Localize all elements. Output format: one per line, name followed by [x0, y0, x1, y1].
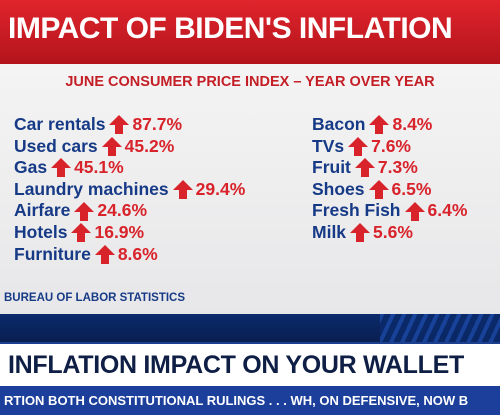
- item-label: Car rentals: [14, 114, 106, 134]
- item-value: 6.5%: [391, 178, 432, 199]
- item-value: 87.7%: [132, 114, 183, 134]
- up-arrow-icon: [348, 136, 369, 156]
- up-arrow-icon: [94, 244, 115, 264]
- list-item: Hotels 16.9%: [14, 222, 245, 244]
- item-value: 45.1%: [74, 157, 124, 178]
- up-arrow-icon: [74, 201, 95, 221]
- list-item: Car rentals 87.7%: [14, 114, 245, 136]
- list-item: Milk 5.6%: [312, 222, 467, 244]
- item-value: 8.4%: [392, 114, 433, 134]
- list-item: Gas 45.1%: [14, 157, 245, 179]
- divider-band: [0, 314, 500, 342]
- item-value: 29.4%: [195, 178, 246, 199]
- list-item: Airfare 24.6%: [14, 200, 245, 222]
- list-item: Shoes 6.5%: [312, 179, 467, 201]
- item-value: 16.9%: [94, 221, 145, 242]
- source-credit: BUREAU OF LABOR STATISTICS: [4, 292, 186, 304]
- headline-title: IMPACT OF BIDEN'S INFLATION: [8, 12, 453, 45]
- item-label: Airfare: [14, 200, 71, 221]
- up-arrow-icon: [368, 180, 389, 200]
- ticker-text: RTION BOTH CONSTITUTIONAL RULINGS . . . …: [4, 393, 469, 408]
- item-label: Hotels: [14, 221, 68, 242]
- item-label: Furniture: [14, 243, 91, 264]
- lower-third-headline: INFLATION IMPACT ON YOUR WALLET: [8, 351, 464, 379]
- decorative-stripes: [380, 314, 500, 342]
- list-item: Laundry machines 29.4%: [14, 179, 245, 201]
- list-item: Furniture 8.6%: [14, 244, 245, 266]
- news-ticker: RTION BOTH CONSTITUTIONAL RULINGS . . . …: [0, 386, 500, 415]
- item-value: 5.6%: [373, 221, 413, 242]
- item-value: 7.3%: [377, 157, 418, 178]
- up-arrow-icon: [51, 158, 72, 178]
- up-arrow-icon: [369, 115, 390, 135]
- item-label: Shoes: [312, 178, 365, 199]
- item-label: TVs: [312, 135, 345, 156]
- item-label: Gas: [14, 157, 48, 178]
- list-item: Used cars 45.2%: [14, 136, 245, 158]
- item-value: 6.4%: [427, 200, 468, 221]
- item-label: Used cars: [14, 135, 98, 156]
- item-value: 7.6%: [371, 135, 411, 156]
- lower-third-banner: INFLATION IMPACT ON YOUR WALLET: [0, 342, 500, 386]
- up-arrow-icon: [350, 223, 371, 243]
- item-label: Fresh Fish: [312, 200, 401, 221]
- up-arrow-icon: [404, 201, 425, 221]
- item-value: 24.6%: [97, 200, 148, 221]
- list-item: Fruit 7.3%: [312, 157, 467, 179]
- up-arrow-icon: [354, 158, 375, 178]
- right-item-list: Bacon 8.4% TVs 7.6% Fruit 7.3% Shoes 6.5…: [312, 114, 467, 244]
- list-item: Fresh Fish 6.4%: [312, 200, 467, 222]
- item-value: 8.6%: [117, 243, 158, 264]
- item-label: Milk: [312, 221, 347, 242]
- up-arrow-icon: [101, 136, 122, 156]
- item-label: Fruit: [312, 157, 351, 178]
- panel-subtitle: JUNE CONSUMER PRICE INDEX – YEAR OVER YE…: [65, 74, 435, 90]
- up-arrow-icon: [109, 115, 130, 135]
- list-item: TVs 7.6%: [312, 136, 467, 158]
- item-value: 45.2%: [124, 135, 175, 156]
- item-label: Laundry machines: [14, 178, 169, 199]
- left-item-list: Car rentals 87.7% Used cars 45.2% Gas 45…: [14, 114, 245, 265]
- item-label: Bacon: [312, 114, 366, 134]
- up-arrow-icon: [172, 180, 193, 200]
- headline-bar: IMPACT OF BIDEN'S INFLATION: [0, 0, 500, 64]
- cpi-panel: JUNE CONSUMER PRICE INDEX – YEAR OVER YE…: [0, 64, 500, 314]
- up-arrow-icon: [71, 223, 92, 243]
- list-item: Bacon 8.4%: [312, 114, 467, 136]
